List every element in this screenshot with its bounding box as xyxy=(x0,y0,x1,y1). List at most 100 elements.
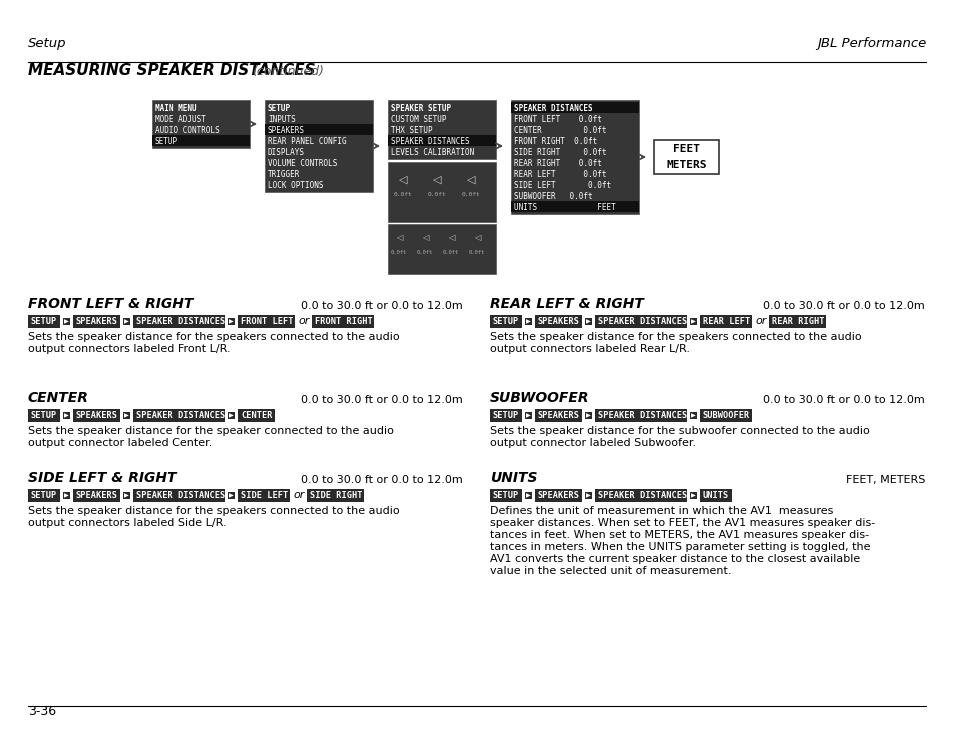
Text: output connector labeled Center.: output connector labeled Center. xyxy=(28,438,213,448)
Text: ▶: ▶ xyxy=(64,319,69,324)
Text: ▶: ▶ xyxy=(64,413,69,418)
Text: ▶: ▶ xyxy=(124,493,129,498)
Text: output connectors labeled Side L/R.: output connectors labeled Side L/R. xyxy=(28,518,227,528)
Bar xyxy=(152,135,250,146)
Text: ▶: ▶ xyxy=(64,493,69,498)
Text: or: or xyxy=(293,491,304,500)
Text: MODE ADJUST: MODE ADJUST xyxy=(154,115,206,124)
Text: or: or xyxy=(754,317,765,326)
Text: ▶: ▶ xyxy=(525,413,530,418)
Text: SPEAKER DISTANCES: SPEAKER DISTANCES xyxy=(598,317,686,326)
Text: Sets the speaker distance for the subwoofer connected to the audio: Sets the speaker distance for the subwoo… xyxy=(490,426,869,436)
Text: SPEAKERS: SPEAKERS xyxy=(537,491,579,500)
Text: 0.0ft: 0.0ft xyxy=(427,191,446,196)
Bar xyxy=(307,489,364,502)
Bar xyxy=(535,489,581,502)
Text: SIDE LEFT: SIDE LEFT xyxy=(241,491,288,500)
Text: REAR LEFT: REAR LEFT xyxy=(702,317,749,326)
Text: MEASURING SPEAKER DISTANCES: MEASURING SPEAKER DISTANCES xyxy=(28,63,315,78)
Text: LOCK OPTIONS: LOCK OPTIONS xyxy=(268,181,323,190)
Text: ◁: ◁ xyxy=(421,233,428,243)
Text: speaker distances. When set to FEET, the AV1 measures speaker dis-: speaker distances. When set to FEET, the… xyxy=(490,518,874,528)
Text: 0.0ft: 0.0ft xyxy=(394,191,412,196)
Text: 0.0ft: 0.0ft xyxy=(416,249,433,255)
Text: CENTER: CENTER xyxy=(241,411,273,420)
Bar xyxy=(700,409,751,422)
Bar xyxy=(700,489,731,502)
Text: ◁: ◁ xyxy=(433,175,441,185)
Bar xyxy=(595,315,686,328)
Text: AV1 converts the current speaker distance to the closest available: AV1 converts the current speaker distanc… xyxy=(490,554,860,564)
Text: or: or xyxy=(297,317,309,326)
Text: FRONT LEFT: FRONT LEFT xyxy=(241,317,294,326)
Text: SPEAKERS: SPEAKERS xyxy=(76,317,118,326)
Text: Setup: Setup xyxy=(28,37,67,50)
Text: MAIN MENU: MAIN MENU xyxy=(154,104,196,113)
Bar xyxy=(237,409,274,422)
Bar xyxy=(535,315,581,328)
Text: SIDE RIGHT: SIDE RIGHT xyxy=(310,491,362,500)
Text: ▶: ▶ xyxy=(690,413,695,418)
Text: SPEAKER SETUP: SPEAKER SETUP xyxy=(391,104,451,113)
Bar xyxy=(388,162,496,222)
Text: REAR PANEL CONFIG: REAR PANEL CONFIG xyxy=(268,137,346,146)
Bar xyxy=(490,409,521,422)
Bar xyxy=(700,315,751,328)
Text: tances in meters. When the UNITS parameter setting is toggled, the: tances in meters. When the UNITS paramet… xyxy=(490,542,869,552)
Text: AUDIO CONTROLS: AUDIO CONTROLS xyxy=(154,126,219,135)
Text: SPEAKER DISTANCES: SPEAKER DISTANCES xyxy=(598,411,686,420)
Text: SPEAKERS: SPEAKERS xyxy=(76,411,118,420)
Text: REAR RIGHT    0.0ft: REAR RIGHT 0.0ft xyxy=(514,159,601,168)
Text: ▶: ▶ xyxy=(585,319,590,324)
Bar xyxy=(265,124,373,135)
Text: SUBWOOFER: SUBWOOFER xyxy=(490,391,589,405)
Bar xyxy=(490,489,521,502)
Text: ▶: ▶ xyxy=(229,493,233,498)
Text: 0.0ft: 0.0ft xyxy=(468,249,485,255)
Bar xyxy=(490,315,521,328)
Text: 0.0 to 30.0 ft or 0.0 to 12.0m: 0.0 to 30.0 ft or 0.0 to 12.0m xyxy=(301,475,462,485)
Text: ▶: ▶ xyxy=(690,493,695,498)
Text: SPEAKER DISTANCES: SPEAKER DISTANCES xyxy=(136,491,225,500)
Bar xyxy=(388,135,496,146)
Text: CUSTOM SETUP: CUSTOM SETUP xyxy=(391,115,446,124)
Text: ▶: ▶ xyxy=(525,319,530,324)
Bar xyxy=(132,409,225,422)
Text: ◁: ◁ xyxy=(395,233,402,243)
Text: 0.0 to 30.0 ft or 0.0 to 12.0m: 0.0 to 30.0 ft or 0.0 to 12.0m xyxy=(301,395,462,405)
Text: output connectors labeled Rear L/R.: output connectors labeled Rear L/R. xyxy=(490,344,689,354)
Text: SUBWOOFER: SUBWOOFER xyxy=(702,411,749,420)
Text: SPEAKERS: SPEAKERS xyxy=(537,411,579,420)
Bar xyxy=(511,102,639,113)
Text: ◁: ◁ xyxy=(447,233,454,243)
Text: SETUP: SETUP xyxy=(30,317,57,326)
Text: ▶: ▶ xyxy=(585,413,590,418)
Text: SETUP: SETUP xyxy=(268,104,291,113)
Text: SPEAKERS: SPEAKERS xyxy=(76,491,118,500)
Text: 0.0 to 30.0 ft or 0.0 to 12.0m: 0.0 to 30.0 ft or 0.0 to 12.0m xyxy=(762,301,924,311)
Text: UNITS: UNITS xyxy=(490,471,537,485)
Text: JBL Performance: JBL Performance xyxy=(816,37,925,50)
Text: SPEAKER DISTANCES: SPEAKER DISTANCES xyxy=(391,137,469,146)
Text: Defines the unit of measurement in which the AV1  measures: Defines the unit of measurement in which… xyxy=(490,506,833,516)
Text: REAR LEFT & RIGHT: REAR LEFT & RIGHT xyxy=(490,297,643,311)
Text: SPEAKERS: SPEAKERS xyxy=(268,126,305,135)
Bar xyxy=(595,489,686,502)
Text: (continued): (continued) xyxy=(252,65,323,78)
Text: SETUP: SETUP xyxy=(493,411,518,420)
Text: ▶: ▶ xyxy=(229,413,233,418)
Text: UNITS             FEET: UNITS FEET xyxy=(514,203,615,212)
Text: TRIGGER: TRIGGER xyxy=(268,170,300,179)
Text: SIDE LEFT       0.0ft: SIDE LEFT 0.0ft xyxy=(514,181,611,190)
Text: Sets the speaker distance for the speakers connected to the audio: Sets the speaker distance for the speake… xyxy=(28,332,399,342)
Text: value in the selected unit of measurement.: value in the selected unit of measuremen… xyxy=(490,566,731,576)
Bar xyxy=(768,315,825,328)
Text: SETUP: SETUP xyxy=(493,317,518,326)
Text: CENTER         0.0ft: CENTER 0.0ft xyxy=(514,126,606,135)
Text: SETUP: SETUP xyxy=(154,137,178,146)
Text: output connectors labeled Front L/R.: output connectors labeled Front L/R. xyxy=(28,344,231,354)
Text: SPEAKER DISTANCES: SPEAKER DISTANCES xyxy=(136,317,225,326)
Text: ◁: ◁ xyxy=(474,233,479,243)
Text: ◁: ◁ xyxy=(466,175,475,185)
Text: INPUTS: INPUTS xyxy=(268,115,295,124)
